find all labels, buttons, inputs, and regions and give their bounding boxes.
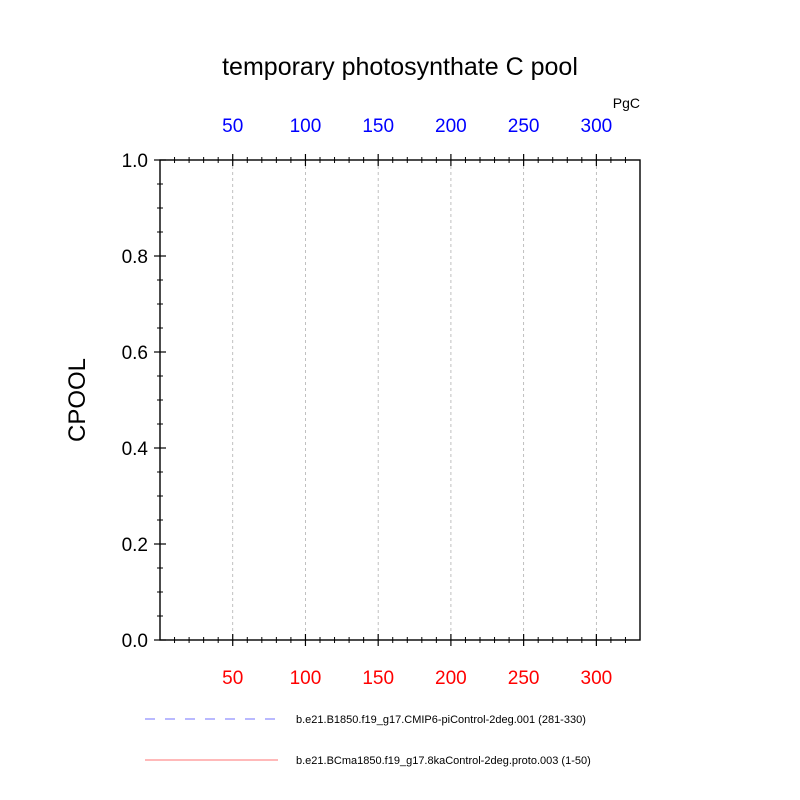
y-tick-label: 0.2 — [122, 535, 148, 556]
y-tick-label: 0.8 — [122, 247, 148, 268]
x-top-tick-label: 200 — [435, 116, 467, 137]
y-axis-label: CPOOL — [64, 358, 91, 442]
grid-layer — [232, 160, 597, 640]
x-bottom-tick-label: 50 — [222, 668, 243, 689]
tick-layer — [154, 154, 626, 646]
x-bottom-tick-label: 300 — [581, 668, 613, 689]
x-top-tick-label: 100 — [290, 116, 322, 137]
chart-title: temporary photosynthate C pool — [222, 53, 578, 81]
x-top-tick-label: 250 — [508, 116, 540, 137]
x-bottom-tick-label: 150 — [362, 668, 394, 689]
x-top-tick-label: 300 — [581, 116, 613, 137]
x-bottom-tick-label: 250 — [508, 668, 540, 689]
y-tick-label: 1.0 — [122, 151, 148, 172]
y-tick-label: 0.4 — [122, 439, 149, 460]
legend: b.e21.B1850.f19_g17.CMIP6-piControl-2deg… — [145, 714, 591, 767]
x-top-tick-label: 150 — [362, 116, 394, 137]
x-bottom-tick-label: 200 — [435, 668, 467, 689]
x-bottom-tick-label: 100 — [290, 668, 322, 689]
legend-label-2: b.e21.BCma1850.f19_g17.8kaControl-2deg.p… — [296, 755, 591, 767]
legend-label-1: b.e21.B1850.f19_g17.CMIP6-piControl-2deg… — [296, 714, 586, 726]
label-layer: 50 50 100 100 150 150 200 200 250 250 300 300 0.0 0.2… — [122, 116, 613, 689]
y-tick-label: 0.0 — [122, 631, 148, 652]
x-top-tick-label: 50 — [222, 116, 243, 137]
top-axis-units: PgC — [613, 95, 640, 111]
plot-frame — [159, 159, 641, 641]
y-tick-label: 0.6 — [122, 343, 148, 364]
